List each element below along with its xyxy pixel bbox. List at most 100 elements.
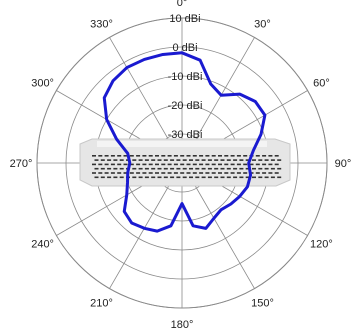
device-vent-slot: [161, 172, 166, 174]
angle-label: 0°: [177, 0, 188, 9]
device-vent-slot: [264, 159, 269, 161]
device-vent-slot: [182, 176, 187, 179]
device-vent-slot: [163, 167, 168, 170]
device-vent-slot: [117, 163, 122, 166]
device-vent-slot: [151, 176, 156, 179]
device-vent-slot: [144, 167, 149, 170]
device-vent-slot: [205, 163, 210, 166]
device-vent-slot: [94, 176, 99, 179]
device-vent-slot: [129, 155, 134, 157]
device-vent-slot: [144, 159, 149, 161]
device-vent-slot: [220, 176, 225, 179]
device-vent-slot: [230, 172, 235, 174]
device-vent-slot: [155, 155, 159, 157]
device-vent-slot: [173, 163, 178, 166]
device-vent-slot: [218, 172, 222, 174]
device-vent-slot: [270, 176, 275, 179]
device-vent-slot: [92, 172, 96, 174]
device-vent-slot: [236, 155, 241, 157]
device-vent-slot: [180, 163, 185, 166]
series-group: [102, 51, 267, 233]
device-vent-slot: [214, 167, 219, 170]
device-vent-slot: [117, 155, 122, 157]
device-vent-slot: [252, 167, 256, 170]
device-vent-slot: [123, 163, 128, 166]
device-vent-slot: [274, 155, 279, 157]
device-vent-slot: [161, 155, 166, 157]
ring-label: -10 dBi: [168, 71, 203, 83]
device-vent-slot: [186, 155, 191, 157]
device-vent-slot: [167, 172, 172, 174]
device-vent-slot: [176, 159, 181, 161]
device-vent-slot: [199, 155, 204, 157]
device-vent-slot: [148, 155, 153, 157]
device-vent-slot: [110, 155, 115, 157]
device-vent-slot: [211, 155, 216, 157]
device-vent-slot: [104, 155, 109, 157]
device-vent-slot: [189, 167, 193, 170]
device-vent-slot: [142, 155, 147, 157]
device-vent-slot: [199, 172, 204, 174]
device-vent-slot: [255, 163, 260, 166]
device-vent-slot: [192, 155, 197, 157]
device-vent-slot: [176, 176, 181, 179]
device-vent-slot: [119, 176, 124, 179]
ring-label: 10 dBi: [169, 13, 200, 25]
device-top-highlight: [97, 141, 267, 147]
angle-label: 90°: [335, 158, 351, 170]
device-vent-slot: [214, 176, 219, 179]
angle-label: 30°: [254, 19, 271, 31]
device-vent-slot: [132, 167, 137, 170]
device-vent-slot: [136, 172, 141, 174]
device-vent-slot: [218, 155, 222, 157]
device-vent-slot: [123, 172, 128, 174]
device-vent-slot: [239, 159, 244, 161]
device-vent-slot: [92, 163, 96, 166]
device-vent-slot: [186, 163, 191, 166]
device-vent-slot: [195, 159, 200, 161]
device-vent-slot: [113, 176, 118, 179]
device-vent-slot: [151, 159, 156, 161]
device-vent-slot: [132, 159, 137, 161]
device-vent-slot: [277, 167, 282, 170]
device-vent-slot: [144, 176, 149, 179]
device-vent-slot: [195, 176, 200, 179]
ring-label: -30 dBi: [168, 129, 203, 141]
device-vent-slot: [270, 159, 275, 161]
device-vent-slot: [220, 167, 225, 170]
device-vent-slot: [142, 172, 147, 174]
device-body: [79, 138, 291, 187]
device-vent-slot: [132, 176, 137, 179]
device-vent-slot: [161, 163, 166, 166]
device-vent-slot: [195, 167, 200, 170]
device-illustration: [79, 138, 291, 187]
device-vent-slot: [226, 176, 231, 179]
device-vent-slot: [142, 163, 147, 166]
device-vent-slot: [173, 172, 178, 174]
device-vent-slot: [245, 159, 250, 161]
device-vent-slot: [186, 172, 191, 174]
device-vent-slot: [94, 159, 99, 161]
device-vent-slot: [129, 163, 134, 166]
device-vent-slot: [176, 167, 181, 170]
device-vent-slot: [220, 159, 225, 161]
device-vent-slot: [98, 172, 103, 174]
device-vent-slot: [113, 159, 118, 161]
device-vent-slot: [117, 172, 122, 174]
device-vent-slot: [157, 159, 162, 161]
device-vent-slot: [180, 172, 185, 174]
device-vent-slot: [258, 176, 263, 179]
device-vent-slot: [167, 163, 172, 166]
device-vent-slot: [98, 155, 103, 157]
device-vent-slot: [243, 155, 248, 157]
device-vent-slot: [138, 176, 143, 179]
device-vent-slot: [264, 167, 269, 170]
device-vent-slot: [258, 167, 263, 170]
device-vent-slot: [92, 155, 96, 157]
device-vent-slot: [155, 163, 159, 166]
device-vent-slot: [104, 163, 109, 166]
device-vent-slot: [207, 176, 212, 179]
device-vent-slot: [100, 167, 105, 170]
device-vent-slot: [249, 163, 254, 166]
device-vent-slot: [136, 155, 141, 157]
